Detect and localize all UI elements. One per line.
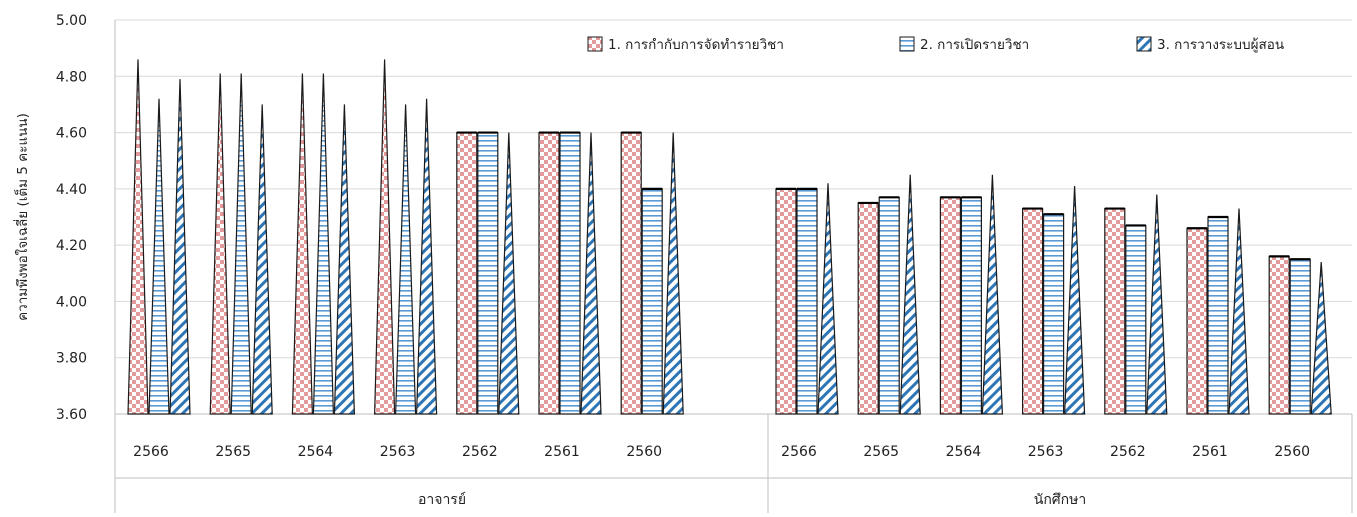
group-label: อาจารย์ bbox=[418, 491, 466, 508]
bars bbox=[127, 59, 1332, 415]
bar-series-2 bbox=[148, 98, 170, 415]
bar-series-2 bbox=[878, 196, 900, 415]
x-tick-label: 2563 bbox=[1028, 444, 1064, 460]
bar-series-1 bbox=[127, 59, 149, 415]
bar-series-3 bbox=[1228, 208, 1250, 415]
bar-series-3 bbox=[169, 79, 191, 415]
x-tick-label: 2562 bbox=[1110, 444, 1146, 460]
legend-swatch-3 bbox=[1136, 36, 1152, 52]
bar-series-1 bbox=[775, 188, 797, 415]
y-tick-label: 4.20 bbox=[56, 238, 87, 254]
bar-series-3 bbox=[1063, 186, 1086, 415]
legend: 1. การกำกับการจัดทำรายวิชา 2. การเปิดรายว… bbox=[587, 36, 1284, 53]
y-tick-label: 4.60 bbox=[56, 126, 87, 142]
bar-series-1 bbox=[373, 59, 396, 415]
bar-series-3 bbox=[662, 132, 684, 415]
bar-series-1 bbox=[857, 202, 879, 415]
legend-swatch-1 bbox=[587, 36, 603, 52]
bar-series-1 bbox=[291, 73, 314, 415]
y-tick-label: 4.00 bbox=[56, 294, 87, 310]
x-tick-label: 2564 bbox=[946, 444, 982, 460]
x-tick-label: 2561 bbox=[1192, 444, 1228, 460]
legend-swatch-2 bbox=[899, 36, 915, 52]
bar-series-2 bbox=[1289, 258, 1311, 415]
bar-series-3 bbox=[415, 98, 438, 415]
x-tick-label: 2566 bbox=[133, 444, 169, 460]
bar-series-3 bbox=[1310, 261, 1332, 415]
y-tick-label: 3.80 bbox=[56, 351, 87, 367]
y-tick-label: 4.40 bbox=[56, 182, 87, 198]
y-axis-title: ความพึงพอใจเฉลี่ย (เต็ม 5 คะแนน) bbox=[13, 113, 31, 321]
group-label: นักศึกษา bbox=[1034, 492, 1087, 508]
bar-series-2 bbox=[1125, 224, 1147, 415]
bar-series-1 bbox=[209, 73, 231, 415]
bar-series-1 bbox=[1268, 255, 1290, 415]
y-tick-label: 4.80 bbox=[56, 69, 87, 85]
legend-label-2: 2. การเปิดรายวิชา bbox=[920, 37, 1029, 53]
x-tick-label: 2565 bbox=[863, 444, 899, 460]
bar-series-2 bbox=[230, 73, 252, 415]
bar-series-1 bbox=[538, 131, 560, 415]
legend-label-3: 3. การวางระบบผู้สอน bbox=[1157, 37, 1284, 53]
bar-series-3 bbox=[580, 132, 602, 415]
bar-series-1 bbox=[456, 131, 478, 415]
bar-series-2 bbox=[394, 104, 417, 415]
bar-series-2 bbox=[960, 196, 982, 415]
bar-series-1 bbox=[620, 131, 642, 415]
bar-series-1 bbox=[1104, 207, 1126, 415]
x-tick-label: 2564 bbox=[298, 444, 334, 460]
bar-series-2 bbox=[477, 131, 499, 415]
y-tick-label: 5.00 bbox=[56, 13, 87, 29]
bar-series-3 bbox=[333, 104, 356, 415]
bar-series-3 bbox=[981, 174, 1004, 415]
bar-series-3 bbox=[1146, 194, 1168, 415]
x-tick-label: 2560 bbox=[626, 444, 662, 460]
bar-series-3 bbox=[817, 183, 839, 415]
bar-series-2 bbox=[559, 131, 581, 415]
x-tick-label: 2561 bbox=[544, 444, 580, 460]
x-tick-label: 2565 bbox=[215, 444, 251, 460]
bar-series-2 bbox=[641, 188, 663, 415]
bar-series-3 bbox=[498, 132, 520, 415]
x-tick-label: 2563 bbox=[380, 444, 416, 460]
bar-series-1 bbox=[1022, 207, 1044, 415]
legend-label-1: 1. การกำกับการจัดทำรายวิชา bbox=[608, 37, 784, 53]
x-tick-label: 2562 bbox=[462, 444, 498, 460]
bar-series-3 bbox=[899, 174, 921, 415]
x-tick-label: 2566 bbox=[781, 444, 817, 460]
y-tick-label: 3.60 bbox=[56, 407, 87, 423]
bar-series-2 bbox=[1207, 216, 1229, 415]
bar-series-2 bbox=[1043, 213, 1065, 415]
bar-series-2 bbox=[796, 188, 818, 415]
bar-series-1 bbox=[1186, 227, 1208, 415]
bar-series-1 bbox=[939, 196, 961, 415]
x-tick-label: 2560 bbox=[1274, 444, 1310, 460]
axis-labels: 3.60 3.80 4.00 4.20 4.40 4.60 4.80 5.00 ความพึงพ… bbox=[13, 13, 1310, 508]
bar-series-2 bbox=[312, 73, 335, 415]
bar-series-3 bbox=[251, 104, 273, 415]
